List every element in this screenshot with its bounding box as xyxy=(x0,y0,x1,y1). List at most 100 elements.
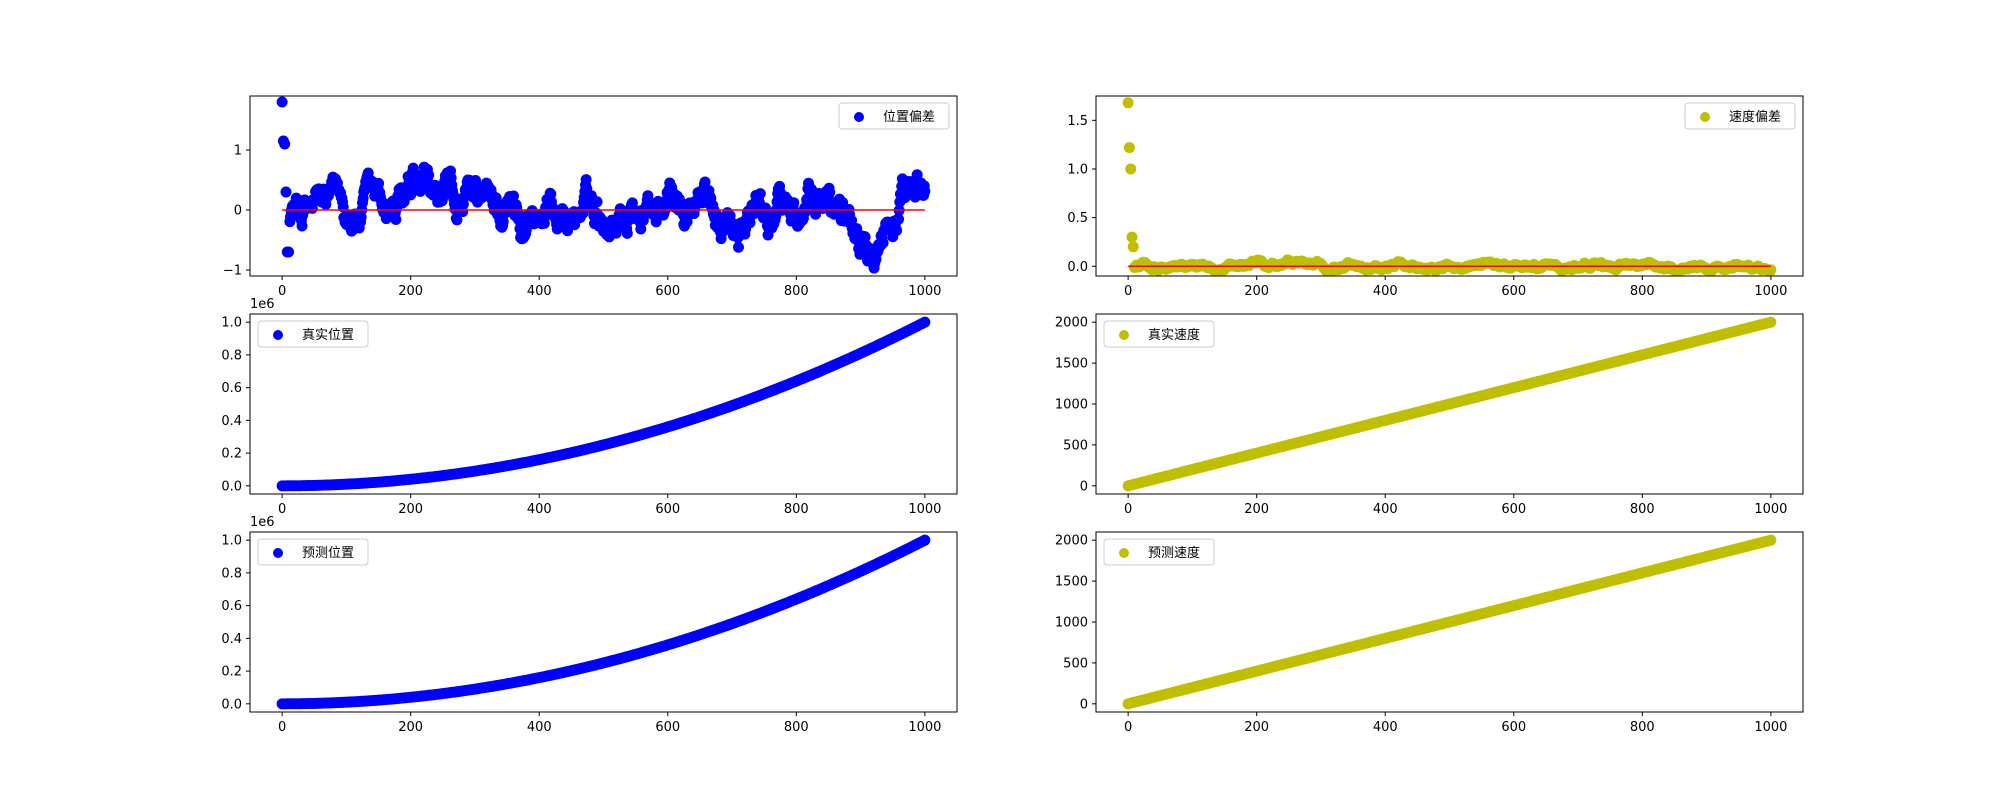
y-tick-label: 0.4 xyxy=(221,414,242,429)
legend-marker xyxy=(273,330,283,340)
legend-marker xyxy=(1119,548,1129,558)
y-tick-label: 0.2 xyxy=(221,447,242,462)
x-tick-label: 600 xyxy=(1501,502,1526,517)
x-tick-label: 400 xyxy=(1373,720,1398,735)
legend-marker xyxy=(854,112,864,122)
x-tick-label: 200 xyxy=(398,720,423,735)
y-tick-label: 0.0 xyxy=(1067,260,1088,275)
legend-box xyxy=(1103,320,1215,348)
legend-box xyxy=(257,538,369,566)
data-point xyxy=(508,190,520,202)
data-point xyxy=(635,223,647,235)
y-tick-label: 0 xyxy=(234,204,242,219)
legend-label: 位置偏差 xyxy=(883,110,935,125)
y-tick-label: 0.6 xyxy=(221,599,242,614)
subplot-vel_err: 0 200 400 600 800 1000 0.0 0.5 1.0 1.5 速度偏差 xyxy=(1067,95,1804,299)
y-tick-label: 0 xyxy=(1080,479,1088,494)
y-tick-label: 0.6 xyxy=(221,381,242,396)
x-tick-label: 1000 xyxy=(908,284,941,299)
data-point xyxy=(893,213,905,225)
data-point xyxy=(788,197,800,209)
subplot-true_vel: 0 200 400 600 800 1000 0 500 1000 1500 2000 真实速度 xyxy=(1055,313,1804,517)
legend-label: 预测位置 xyxy=(302,546,354,561)
y-tick-label: 1.0 xyxy=(1067,162,1088,177)
axes-frame xyxy=(249,95,958,277)
y-tick-label: 500 xyxy=(1063,656,1088,671)
data-point xyxy=(919,316,931,328)
x-tick-label: 600 xyxy=(1501,284,1526,299)
x-tick-label: 800 xyxy=(784,284,809,299)
y-offset-label: 1e6 xyxy=(250,515,275,530)
x-tick-label: 800 xyxy=(1630,720,1655,735)
x-tick-label: 600 xyxy=(655,284,680,299)
data-point xyxy=(642,190,654,202)
x-tick-label: 600 xyxy=(655,502,680,517)
y-tick-label: 0.8 xyxy=(221,566,242,581)
y-tick-label: 0 xyxy=(1080,697,1088,712)
y-tick-label: 0.8 xyxy=(221,348,242,363)
data-point xyxy=(283,246,295,258)
data-point xyxy=(279,138,291,150)
data-point xyxy=(732,241,744,253)
data-point xyxy=(919,185,931,197)
legend-box xyxy=(838,102,950,130)
axes-frame xyxy=(249,531,958,713)
x-tick-label: 200 xyxy=(1244,720,1269,735)
y-tick-label: 0.4 xyxy=(221,632,242,647)
legend-box xyxy=(257,320,369,348)
legend-marker xyxy=(273,548,283,558)
x-tick-label: 400 xyxy=(1373,502,1398,517)
data-point xyxy=(824,187,836,199)
y-tick-label: 1500 xyxy=(1055,575,1088,590)
data-point xyxy=(591,196,603,208)
y-tick-label: 500 xyxy=(1063,438,1088,453)
data-point xyxy=(390,214,402,226)
y-tick-label: −1 xyxy=(223,264,242,279)
legend-label: 真实速度 xyxy=(1148,327,1200,343)
y-offset-label: 1e6 xyxy=(250,297,275,312)
data-point xyxy=(911,169,923,181)
legend: 速度偏差 xyxy=(1684,102,1796,130)
data-point xyxy=(891,224,903,236)
x-tick-label: 400 xyxy=(527,284,552,299)
x-tick-label: 200 xyxy=(1244,502,1269,517)
x-tick-label: 1000 xyxy=(908,502,941,517)
x-tick-label: 1000 xyxy=(908,720,941,735)
legend-label: 速度偏差 xyxy=(1729,109,1781,125)
legend: 真实速度 xyxy=(1103,320,1215,348)
subplot-pred_vel: 0 200 400 600 800 1000 0 500 1000 1500 2000 预测速度 xyxy=(1055,531,1804,735)
data-point xyxy=(699,176,711,188)
legend: 预测位置 xyxy=(257,538,369,566)
x-tick-label: 600 xyxy=(1501,720,1526,735)
x-tick-label: 400 xyxy=(527,720,552,735)
legend: 真实位置 xyxy=(257,320,369,348)
subplot-pos_err: 0 200 400 600 800 1000 −1 0 1 位置偏差 xyxy=(223,95,958,299)
x-tick-label: 400 xyxy=(527,502,552,517)
x-tick-label: 800 xyxy=(784,502,809,517)
scatter-points xyxy=(1122,316,1777,492)
data-point xyxy=(1125,163,1137,175)
x-tick-label: 0 xyxy=(278,284,286,299)
x-tick-label: 0 xyxy=(1124,502,1132,517)
data-point xyxy=(373,177,385,189)
y-tick-label: 0.2 xyxy=(221,665,242,680)
y-tick-label: 0.0 xyxy=(221,479,242,494)
x-tick-label: 1000 xyxy=(1754,720,1787,735)
legend-label: 真实位置 xyxy=(302,328,354,343)
data-point xyxy=(1127,241,1139,253)
data-point xyxy=(1126,231,1138,243)
subplot-true_pos: 0 200 400 600 800 1000 0.0 0.2 0.4 0.6 0.8 1.0 1e6 真实… xyxy=(221,297,958,517)
scatter-points xyxy=(276,316,931,492)
x-tick-label: 0 xyxy=(1124,284,1132,299)
x-tick-label: 1000 xyxy=(1754,502,1787,517)
y-tick-label: 1500 xyxy=(1055,357,1088,372)
x-tick-label: 800 xyxy=(784,720,809,735)
x-tick-label: 200 xyxy=(398,502,423,517)
legend-marker xyxy=(1700,112,1710,122)
data-point xyxy=(877,237,889,249)
y-tick-label: 1.0 xyxy=(221,316,242,331)
y-tick-label: 2000 xyxy=(1055,316,1088,331)
x-tick-label: 600 xyxy=(655,720,680,735)
data-point xyxy=(610,227,622,239)
